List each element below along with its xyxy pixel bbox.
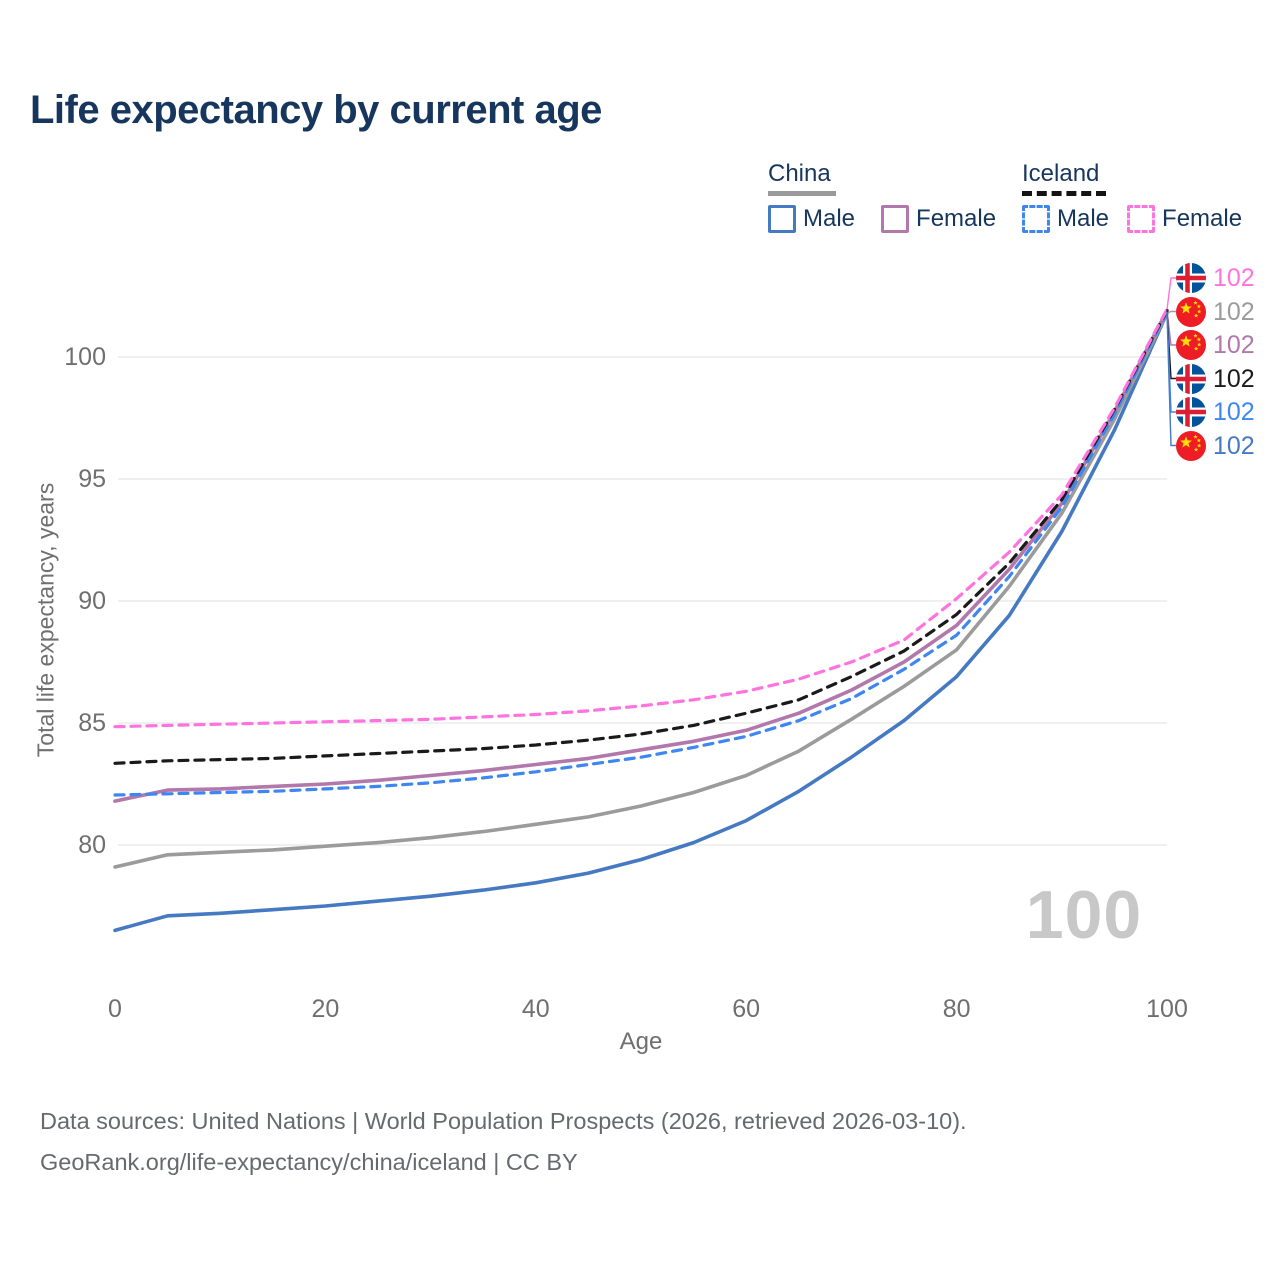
end-label-value-china-total: 102 <box>1213 297 1255 326</box>
x-tick-label-0: 0 <box>108 995 122 1023</box>
iceland-flag-icon <box>1176 263 1206 293</box>
legend-group-title-iceland[interactable]: Iceland <box>1022 160 1106 196</box>
china-flag-icon <box>1176 296 1206 327</box>
y-tick-label-95: 95 <box>78 465 106 493</box>
china-flag-icon <box>1176 430 1206 461</box>
end-label-row-china-male: 102 <box>1176 430 1255 461</box>
x-axis-title: Age <box>619 1028 663 1055</box>
series-line-china-total[interactable] <box>113 311 1169 869</box>
series-line-china-female[interactable] <box>113 308 1169 803</box>
y-tick-label-85: 85 <box>78 709 106 737</box>
age-counter-watermark: 100 <box>1025 877 1143 953</box>
leader-line-china-male <box>1166 313 1176 447</box>
legend-item-china-female[interactable]: Female <box>881 205 996 233</box>
legend-group-title-china[interactable]: China <box>768 160 836 196</box>
data-source-line: Data sources: United Nations | World Pop… <box>40 1108 967 1134</box>
legend-underline-iceland-dashed <box>1022 191 1106 196</box>
legend-item-iceland-female[interactable]: Female <box>1127 205 1242 233</box>
iceland-flag-icon <box>1176 363 1206 394</box>
x-tick-label-20: 20 <box>311 995 340 1023</box>
legend-item-label: Male <box>803 205 856 232</box>
legend-group-label: China <box>768 160 831 187</box>
legend-swatch-iceland-male <box>1022 205 1050 233</box>
legend-group-china: China Male Female <box>768 160 996 233</box>
x-tick-label-100: 100 <box>1146 995 1188 1023</box>
end-label-value-china-female: 102 <box>1213 331 1255 359</box>
end-label-row-china-female: 102 <box>1176 330 1255 360</box>
y-tick-label-90: 90 <box>78 587 106 615</box>
y-tick-label-80: 80 <box>78 831 106 859</box>
end-label-value-china-male: 102 <box>1213 431 1255 460</box>
end-label-row-china-total: 102 <box>1176 296 1255 327</box>
attribution-line: GeoRank.org/life-expectancy/china/icelan… <box>40 1149 578 1175</box>
legend-item-china-male[interactable]: Male <box>768 205 855 233</box>
page-title: Life expectancy by current age <box>30 88 602 132</box>
end-label-row-iceland-female: 102 <box>1176 263 1255 293</box>
leader-line-china-total <box>1166 310 1176 314</box>
series-line-iceland-female[interactable] <box>113 307 1169 729</box>
y-axis-title: Total life expectancy, years <box>32 482 59 758</box>
end-label-value-iceland-total: 102 <box>1213 364 1255 393</box>
legend-swatch-china-female <box>881 205 910 233</box>
legend-swatch-iceland-female <box>1127 205 1156 233</box>
legend-item-label: Male <box>1057 205 1110 232</box>
end-label-row-iceland-total: 102 <box>1176 363 1255 394</box>
legend-group-iceland: Iceland Male Female <box>1022 160 1242 233</box>
legend-item-label: Female <box>1162 205 1243 232</box>
end-label-row-iceland-male: 102 <box>1176 397 1255 427</box>
iceland-flag-icon <box>1176 397 1206 427</box>
y-tick-label-100: 100 <box>64 343 106 371</box>
legend-swatch-china-male <box>768 205 796 233</box>
end-label-value-iceland-male: 102 <box>1213 398 1255 426</box>
legend-item-iceland-male[interactable]: Male <box>1022 205 1109 233</box>
series-line-china-male[interactable] <box>113 311 1169 933</box>
china-flag-icon <box>1176 330 1206 360</box>
x-tick-label-60: 60 <box>732 995 761 1023</box>
legend-underline-china-solid <box>768 191 836 196</box>
x-tick-label-40: 40 <box>521 995 550 1023</box>
legend-item-label: Female <box>916 205 997 232</box>
series-line-iceland-total[interactable] <box>113 309 1169 765</box>
end-label-value-iceland-female: 102 <box>1213 264 1255 292</box>
legend-group-label: Iceland <box>1022 160 1100 187</box>
leader-line-iceland-female <box>1166 277 1176 310</box>
series-line-iceland-male[interactable] <box>113 310 1169 797</box>
x-tick-label-80: 80 <box>942 995 971 1023</box>
